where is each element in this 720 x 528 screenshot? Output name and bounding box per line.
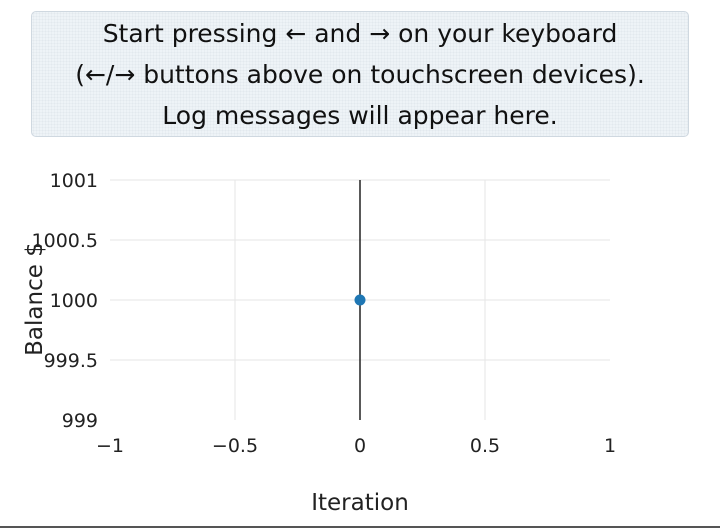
- x-tick-labels: −1 −0.5 0 0.5 1: [96, 435, 616, 457]
- y-tick-label: 1000.5: [32, 230, 98, 252]
- y-axis-title: Balance $: [22, 242, 48, 356]
- data-points: [354, 294, 366, 306]
- x-tick-label: 0.5: [470, 435, 500, 457]
- x-tick-label: −0.5: [212, 435, 258, 457]
- log-line: Start pressing ← and → on your keyboard: [102, 19, 618, 48]
- x-tick-label: 0: [354, 435, 366, 457]
- x-gridlines: [234, 180, 486, 420]
- y-tick-label: 999.5: [44, 350, 98, 372]
- log-line: Log messages will appear here.: [162, 101, 558, 130]
- x-tick-label: −1: [96, 435, 124, 457]
- y-tick-label: 999: [62, 410, 98, 432]
- log-message-box: Start pressing ← and → on your keyboard …: [31, 11, 689, 137]
- log-line: (←/→ buttons above on touchscreen device…: [75, 60, 645, 89]
- x-tick-label: 1: [604, 435, 616, 457]
- y-tick-label: 1001: [50, 170, 98, 192]
- bottom-divider: [0, 526, 720, 528]
- y-tick-labels: 999 999.5 1000 1000.5 1001: [32, 170, 98, 432]
- y-tick-label: 1000: [50, 290, 98, 312]
- x-axis-title: Iteration: [311, 490, 409, 516]
- balance-chart: 999 999.5 1000 1000.5 1001 −1 −0.5 0 0.5 1 Itera…: [22, 170, 616, 516]
- data-point: [354, 294, 366, 306]
